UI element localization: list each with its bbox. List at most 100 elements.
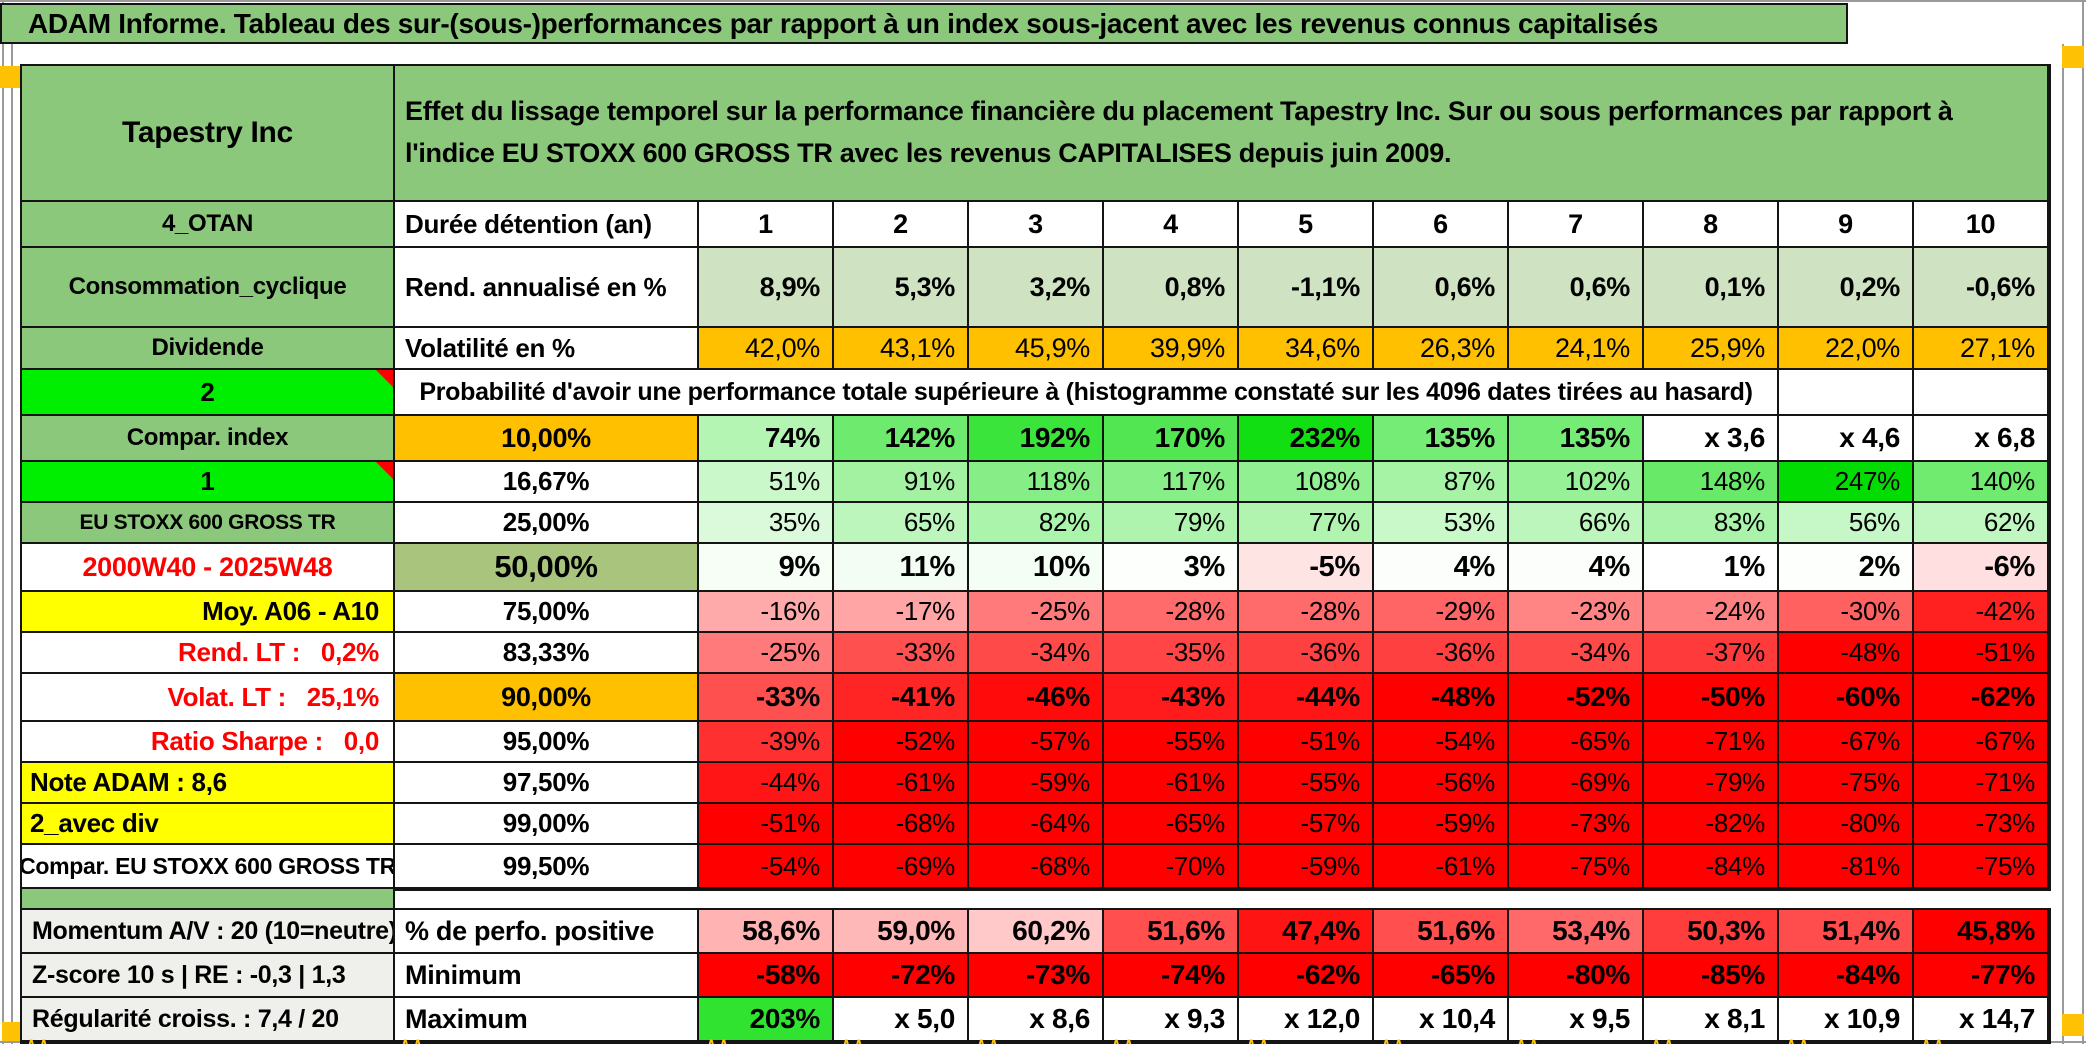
- cell-p95-8[interactable]: -71%: [1644, 722, 1779, 763]
- cell-volat-7[interactable]: 24,1%: [1509, 328, 1644, 370]
- cell-p83-5[interactable]: -36%: [1239, 633, 1374, 674]
- cell-p99-2[interactable]: -68%: [834, 804, 969, 845]
- cell-volat-8[interactable]: 25,9%: [1644, 328, 1779, 370]
- cell-p995-3[interactable]: -68%: [969, 845, 1104, 889]
- cell-p90-10[interactable]: -62%: [1914, 674, 2049, 722]
- cell-volat-9[interactable]: 22,0%: [1779, 328, 1914, 370]
- cell-p50-7[interactable]: 4%: [1509, 544, 1644, 592]
- cell-p995-10[interactable]: -75%: [1914, 845, 2049, 889]
- cell-p16-7[interactable]: 102%: [1509, 462, 1644, 503]
- cell-description[interactable]: Effet du lissage temporel sur la perform…: [395, 66, 2049, 202]
- cell-p75-9[interactable]: -30%: [1779, 592, 1914, 633]
- cell-duree-5[interactable]: 5: [1239, 202, 1374, 248]
- cell-max-2[interactable]: x 5,0: [834, 998, 969, 1042]
- cell-p25-9[interactable]: 56%: [1779, 503, 1914, 544]
- cell-p50-2[interactable]: 11%: [834, 544, 969, 592]
- cell-p99-3[interactable]: -64%: [969, 804, 1104, 845]
- cell-volat-1[interactable]: 42,0%: [699, 328, 834, 370]
- cell-p25-1[interactable]: 35%: [699, 503, 834, 544]
- cell-a-p95[interactable]: Ratio Sharpe : 0,0: [22, 722, 395, 763]
- cell-a-proba[interactable]: 2: [22, 370, 395, 416]
- cell-p995-8[interactable]: -84%: [1644, 845, 1779, 889]
- cell-b-p99[interactable]: 99,00%: [395, 804, 699, 845]
- cell-max-7[interactable]: x 9,5: [1509, 998, 1644, 1042]
- cell-p25-3[interactable]: 82%: [969, 503, 1104, 544]
- cell-b-p25[interactable]: 25,00%: [395, 503, 699, 544]
- sheet-title-cell[interactable]: ADAM Informe. Tableau des sur-(sous-)per…: [0, 3, 1848, 44]
- cell-p25-8[interactable]: 83%: [1644, 503, 1779, 544]
- cell-p90-8[interactable]: -50%: [1644, 674, 1779, 722]
- cell-p99-4[interactable]: -65%: [1104, 804, 1239, 845]
- cell-b-volat[interactable]: Volatilité en %: [395, 328, 699, 370]
- cell-p99-6[interactable]: -59%: [1374, 804, 1509, 845]
- cell-volat-3[interactable]: 45,9%: [969, 328, 1104, 370]
- cell-rend-10[interactable]: -0,6%: [1914, 248, 2049, 328]
- cell-min-8[interactable]: -85%: [1644, 954, 1779, 998]
- cell-a-p25[interactable]: EU STOXX 600 GROSS TR: [22, 503, 395, 544]
- cell-p10-3[interactable]: 192%: [969, 416, 1104, 462]
- cell-p10-9[interactable]: x 4,6: [1779, 416, 1914, 462]
- cell-b-proba[interactable]: Probabilité d'avoir une performance tota…: [395, 370, 1779, 416]
- cell-p75-2[interactable]: -17%: [834, 592, 969, 633]
- cell-p16-1[interactable]: 51%: [699, 462, 834, 503]
- cell-b-p83[interactable]: 83,33%: [395, 633, 699, 674]
- cell-p975-5[interactable]: -55%: [1239, 763, 1374, 804]
- cell-duree-6[interactable]: 6: [1374, 202, 1509, 248]
- cell-p75-7[interactable]: -23%: [1509, 592, 1644, 633]
- cell-perfo-4[interactable]: 51,6%: [1104, 910, 1239, 954]
- cell-perfo-7[interactable]: 53,4%: [1509, 910, 1644, 954]
- cell-a-min[interactable]: Z-score 10 s | RE : -0,3 | 1,3: [22, 954, 395, 998]
- cell-perfo-3[interactable]: 60,2%: [969, 910, 1104, 954]
- cell-a-p10[interactable]: Compar. index: [22, 416, 395, 462]
- cell-p83-9[interactable]: -48%: [1779, 633, 1914, 674]
- cell-b-min[interactable]: Minimum: [395, 954, 699, 998]
- cell-a-duree[interactable]: 4_OTAN: [22, 202, 395, 248]
- cell-p16-10[interactable]: 140%: [1914, 462, 2049, 503]
- cell-p75-5[interactable]: -28%: [1239, 592, 1374, 633]
- cell-rend-6[interactable]: 0,6%: [1374, 248, 1509, 328]
- cell-b-p10[interactable]: 10,00%: [395, 416, 699, 462]
- cell-perfo-1[interactable]: 58,6%: [699, 910, 834, 954]
- cell-volat-2[interactable]: 43,1%: [834, 328, 969, 370]
- cell-p50-10[interactable]: -6%: [1914, 544, 2049, 592]
- cell-p10-6[interactable]: 135%: [1374, 416, 1509, 462]
- cell-b-p16[interactable]: 16,67%: [395, 462, 699, 503]
- cell-p90-1[interactable]: -33%: [699, 674, 834, 722]
- cell-rend-3[interactable]: 3,2%: [969, 248, 1104, 328]
- cell-b-rend[interactable]: Rend. annualisé en %: [395, 248, 699, 328]
- cell-max-6[interactable]: x 10,4: [1374, 998, 1509, 1042]
- cell-max-8[interactable]: x 8,1: [1644, 998, 1779, 1042]
- cell-p975-4[interactable]: -61%: [1104, 763, 1239, 804]
- cell-p90-3[interactable]: -46%: [969, 674, 1104, 722]
- cell-company[interactable]: Tapestry Inc: [22, 66, 395, 202]
- cell-p99-1[interactable]: -51%: [699, 804, 834, 845]
- cell-max-3[interactable]: x 8,6: [969, 998, 1104, 1042]
- cell-p16-3[interactable]: 118%: [969, 462, 1104, 503]
- cell-p10-1[interactable]: 74%: [699, 416, 834, 462]
- cell-p25-6[interactable]: 53%: [1374, 503, 1509, 544]
- cell-p25-4[interactable]: 79%: [1104, 503, 1239, 544]
- cell-min-3[interactable]: -73%: [969, 954, 1104, 998]
- cell-p10-7[interactable]: 135%: [1509, 416, 1644, 462]
- cell-p995-4[interactable]: -70%: [1104, 845, 1239, 889]
- cell-perfo-8[interactable]: 50,3%: [1644, 910, 1779, 954]
- cell-p50-3[interactable]: 10%: [969, 544, 1104, 592]
- cell-p50-1[interactable]: 9%: [699, 544, 834, 592]
- cell-b-p95[interactable]: 95,00%: [395, 722, 699, 763]
- cell-p95-4[interactable]: -55%: [1104, 722, 1239, 763]
- cell-max-5[interactable]: x 12,0: [1239, 998, 1374, 1042]
- cell-p75-10[interactable]: -42%: [1914, 592, 2049, 633]
- cell-p83-1[interactable]: -25%: [699, 633, 834, 674]
- cell-p16-5[interactable]: 108%: [1239, 462, 1374, 503]
- cell-duree-3[interactable]: 3: [969, 202, 1104, 248]
- cell-duree-1[interactable]: 1: [699, 202, 834, 248]
- cell-p75-1[interactable]: -16%: [699, 592, 834, 633]
- cell-p99-8[interactable]: -82%: [1644, 804, 1779, 845]
- cell-p995-2[interactable]: -69%: [834, 845, 969, 889]
- cell-p995-5[interactable]: -59%: [1239, 845, 1374, 889]
- cell-p16-9[interactable]: 247%: [1779, 462, 1914, 503]
- cell-p99-7[interactable]: -73%: [1509, 804, 1644, 845]
- cell-min-5[interactable]: -62%: [1239, 954, 1374, 998]
- cell-p83-6[interactable]: -36%: [1374, 633, 1509, 674]
- cell-volat-5[interactable]: 34,6%: [1239, 328, 1374, 370]
